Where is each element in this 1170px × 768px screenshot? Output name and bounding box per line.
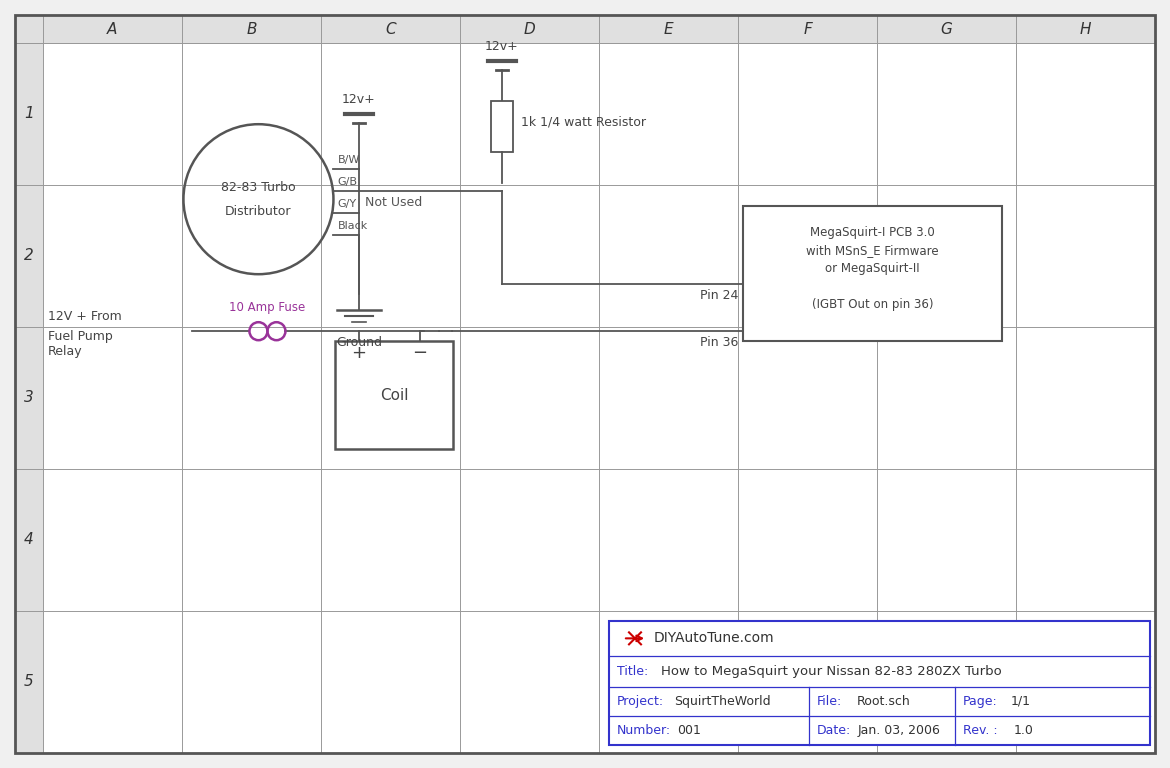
Text: G/B: G/B xyxy=(337,177,358,187)
Text: 1/1: 1/1 xyxy=(1010,695,1031,708)
Text: B/W: B/W xyxy=(337,155,360,165)
Text: 5: 5 xyxy=(25,674,34,690)
Text: 12V + From: 12V + From xyxy=(48,310,122,323)
Text: Rev. :: Rev. : xyxy=(963,724,998,737)
Text: −: − xyxy=(412,344,427,362)
Text: DIYAutoTune.com: DIYAutoTune.com xyxy=(654,631,775,645)
Text: Distributor: Distributor xyxy=(225,205,291,217)
Text: Coil: Coil xyxy=(380,388,408,402)
Text: G/Y: G/Y xyxy=(337,199,357,209)
Text: Project:: Project: xyxy=(617,695,665,708)
Text: Pin 24: Pin 24 xyxy=(700,290,738,303)
Text: 82-83 Turbo: 82-83 Turbo xyxy=(221,180,296,194)
Text: C: C xyxy=(385,22,395,37)
Text: 12v+: 12v+ xyxy=(342,93,376,106)
Bar xyxy=(491,101,512,152)
Text: Not Used: Not Used xyxy=(365,196,422,209)
Text: Date:: Date: xyxy=(817,724,852,737)
Text: 1k 1/4 watt Resistor: 1k 1/4 watt Resistor xyxy=(521,115,646,128)
Bar xyxy=(610,621,1150,745)
Text: Title:: Title: xyxy=(617,665,648,677)
Text: 001: 001 xyxy=(677,724,701,737)
Text: Root.sch: Root.sch xyxy=(858,695,911,708)
Text: Relay: Relay xyxy=(48,345,83,358)
Text: E: E xyxy=(663,22,673,37)
Text: 10 Amp Fuse: 10 Amp Fuse xyxy=(229,301,305,314)
Text: Black: Black xyxy=(337,221,367,231)
Text: File:: File: xyxy=(817,695,842,708)
Text: D: D xyxy=(524,22,536,37)
Bar xyxy=(15,15,1155,43)
Text: +: + xyxy=(351,344,366,362)
Bar xyxy=(15,43,43,753)
Text: H: H xyxy=(1080,22,1092,37)
Text: A: A xyxy=(108,22,118,37)
Text: 1.0: 1.0 xyxy=(1013,724,1033,737)
Text: 4: 4 xyxy=(25,532,34,548)
Bar xyxy=(743,207,1002,341)
Text: SquirtTheWorld: SquirtTheWorld xyxy=(674,695,771,708)
Text: 12v+: 12v+ xyxy=(486,40,518,53)
Text: B: B xyxy=(246,22,256,37)
Text: MegaSquirt-I PCB 3.0
with MSnS_E Firmware
or MegaSquirt-II

(IGBT Out on pin 36): MegaSquirt-I PCB 3.0 with MSnS_E Firmwar… xyxy=(806,227,938,311)
Text: Number:: Number: xyxy=(617,724,672,737)
Text: Page:: Page: xyxy=(963,695,998,708)
Text: 3: 3 xyxy=(25,390,34,406)
Text: 1: 1 xyxy=(25,107,34,121)
Text: Jan. 03, 2006: Jan. 03, 2006 xyxy=(858,724,940,737)
Text: Fuel Pump: Fuel Pump xyxy=(48,329,112,343)
Bar xyxy=(335,341,453,449)
Text: Ground: Ground xyxy=(336,336,381,349)
Text: How to MegaSquirt your Nissan 82-83 280ZX Turbo: How to MegaSquirt your Nissan 82-83 280Z… xyxy=(661,665,1002,677)
Text: 2: 2 xyxy=(25,249,34,263)
Text: Pin 36: Pin 36 xyxy=(700,336,738,349)
Text: G: G xyxy=(941,22,952,37)
Text: F: F xyxy=(803,22,812,37)
